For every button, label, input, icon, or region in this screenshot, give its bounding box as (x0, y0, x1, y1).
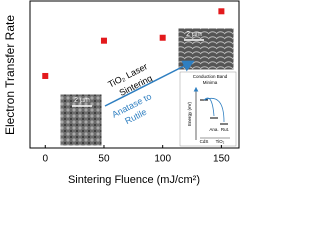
transfer-arrow (203, 97, 215, 117)
diagram-label: CdS (200, 139, 209, 144)
diagram-label: TiO₂ (216, 139, 225, 144)
point (42, 72, 49, 79)
diagram-title: Minima (203, 80, 218, 85)
page: 2 µm 2 µm TiO₂ Laser Sintering Anatase to R… (3, 0, 240, 186)
plot-frame (29, 0, 240, 149)
sem-image-left (59, 93, 103, 147)
x-tick-label: 0 (42, 154, 48, 165)
point (218, 8, 225, 15)
diagram-label: Ana. (209, 127, 218, 132)
point (159, 34, 166, 41)
scale-label: 2 µm (74, 97, 90, 104)
process-arrow (104, 60, 195, 107)
band-diagram (179, 71, 237, 147)
y-axis-label: Electron Transfer Rate (3, 15, 17, 135)
x-tick-label: 50 (98, 154, 110, 165)
sem-image-right (177, 27, 235, 71)
x-tick-label: 150 (213, 154, 230, 165)
point (100, 37, 107, 44)
scale-label: 2 µm (186, 31, 202, 38)
diagram-axis: Energy (eV) (187, 101, 192, 126)
x-tick-label: 100 (154, 154, 171, 165)
diagram-label: Rut. (221, 127, 229, 132)
x-axis-label: Sintering Fluence (mJ/cm²) (68, 174, 200, 186)
transfer-arrow (203, 97, 225, 123)
diagram-title: Conduction Band (193, 74, 228, 79)
